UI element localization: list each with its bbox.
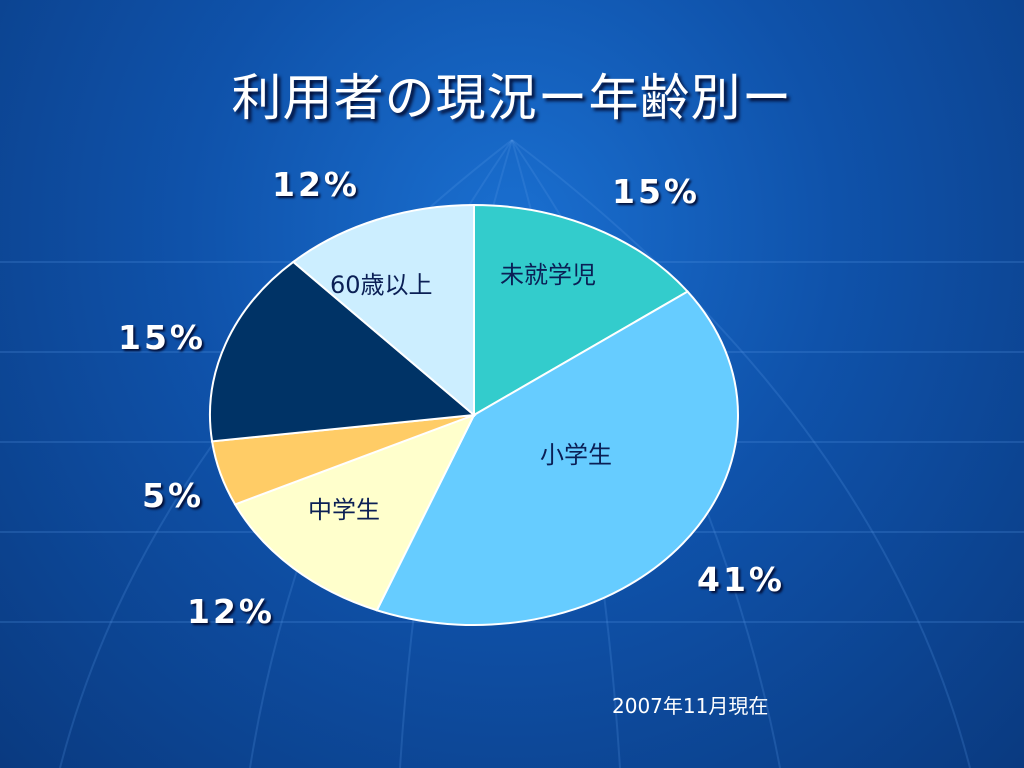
- slice-percent-label: 41%: [697, 560, 785, 599]
- pie-slice: [233, 413, 477, 612]
- slice-category-label: 60歳以上: [330, 271, 433, 299]
- slice-percent-label: 15%: [612, 172, 700, 211]
- slice-category-label: 未就学児: [500, 261, 596, 289]
- slice-percent-label: 15%: [118, 318, 206, 357]
- slice-percent-label: 5%: [142, 476, 205, 515]
- pie-slice: [209, 260, 477, 443]
- slice-percent-label: 12%: [272, 165, 360, 204]
- slice-percent-label: 12%: [187, 592, 275, 631]
- slice-category-label: 小学生: [540, 441, 612, 469]
- pie-slice: [473, 203, 690, 417]
- slice-category-label: 中学生: [308, 496, 380, 524]
- pie-slice: [375, 290, 739, 626]
- pie-slice: [291, 203, 475, 418]
- date-footnote: 2007年11月現在: [612, 694, 769, 718]
- slide-title: 利用者の現況ー年齢別ー: [231, 69, 793, 127]
